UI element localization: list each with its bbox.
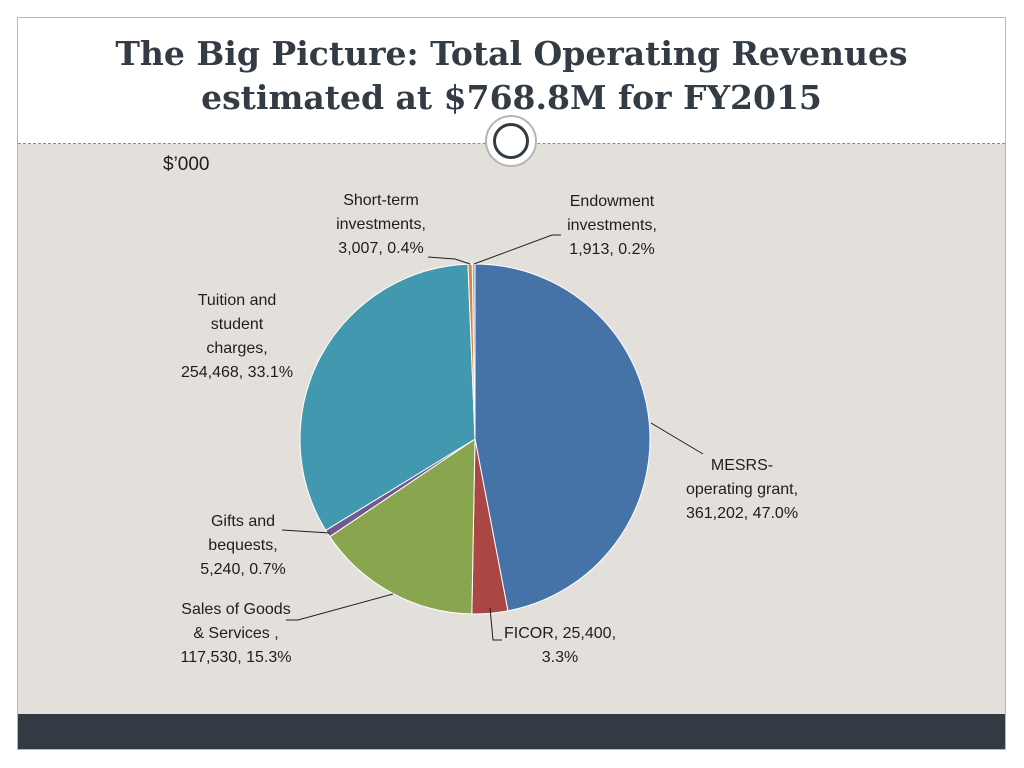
leader-line <box>427 256 471 265</box>
unit-label: $’000 <box>163 154 210 175</box>
pie-slice <box>329 438 476 615</box>
leader-line <box>489 607 502 641</box>
pie-slice <box>474 263 651 612</box>
title-line-2: estimated at $768.8M for FY2015 <box>201 78 822 117</box>
slide: The Big Picture: Total Operating Revenue… <box>17 17 1006 750</box>
slice-data-label: FICOR, 25,400, 3.3% <box>504 625 616 666</box>
title-line-1: The Big Picture: Total Operating Revenue… <box>115 34 908 73</box>
slice-data-label: Sales of Goods & Services , 117,530, 15.3% <box>181 601 292 666</box>
leader-line <box>650 422 704 455</box>
circle-ornament-icon <box>485 115 537 167</box>
slice-data-label: Tuition and student charges, 254,468, 33.1% <box>181 292 293 381</box>
slide-title: The Big Picture: Total Operating Revenue… <box>18 32 1005 120</box>
leader-line <box>473 234 561 265</box>
slice-data-label: Endowment investments, 1,913, 0.2% <box>567 193 657 258</box>
leader-line <box>281 529 331 534</box>
slice-data-label: MESRS-operating grant, 361,202, 47.0% <box>686 457 798 522</box>
footer-bar <box>18 714 1005 749</box>
leader-line <box>286 593 394 621</box>
slice-data-label: Short-term investments, 3,007, 0.4% <box>336 192 426 257</box>
pie-slice <box>299 263 476 532</box>
slice-data-label: Gifts and bequests, 5,240, 0.7% <box>200 513 285 578</box>
